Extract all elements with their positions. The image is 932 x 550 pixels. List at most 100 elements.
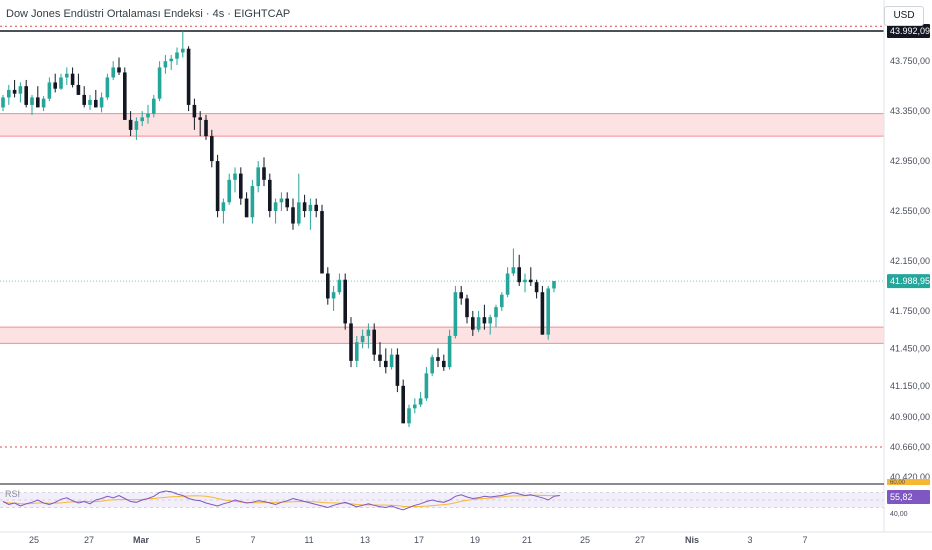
- price-tick-10: 40.420,00: [890, 472, 930, 482]
- candle-5: [30, 94, 34, 115]
- candle-49: [285, 192, 289, 212]
- candle-67: [389, 348, 394, 370]
- candle-88: [511, 248, 516, 276]
- candle-28: [163, 54, 168, 74]
- rsi-label[interactable]: RSI: [5, 489, 20, 499]
- candle-39: [227, 173, 231, 205]
- candle-13: [76, 73, 81, 95]
- candlestick-series: [1, 31, 556, 428]
- price-tick-6: 41.450,00: [890, 343, 930, 353]
- candle-33: [192, 98, 197, 130]
- candle-50: [291, 198, 295, 230]
- candle-38: [221, 198, 226, 224]
- time-tick-7: 17: [414, 535, 424, 545]
- candle-23: [134, 117, 139, 140]
- candle-52: [302, 194, 307, 218]
- candle-71: [413, 398, 417, 414]
- candle-89: [517, 254, 521, 286]
- candle-32: [186, 46, 191, 112]
- price-tick-3: 42.550,00: [890, 206, 930, 216]
- price-tick-4: 42.150,00: [890, 256, 930, 266]
- candle-15: [88, 94, 92, 110]
- candle-19: [111, 61, 115, 80]
- price-levels: [0, 25, 884, 448]
- candle-43: [250, 179, 255, 224]
- candle-61: [355, 335, 359, 368]
- rsi-value-tag: 55,82: [887, 490, 930, 504]
- candle-34: [198, 111, 202, 137]
- svg-text:55,82: 55,82: [890, 492, 913, 502]
- candle-68: [395, 348, 400, 393]
- time-tick-11: 27: [635, 535, 645, 545]
- time-tick-0: 25: [29, 535, 39, 545]
- candle-6: [36, 86, 40, 108]
- price-tick-0: 43.750,00: [890, 56, 930, 66]
- rsi-pane[interactable]: RSI 60,00 55,82 40,00: [0, 479, 930, 518]
- candle-1: [7, 84, 11, 105]
- time-tick-6: 13: [360, 535, 370, 545]
- zone-2: [0, 113, 884, 137]
- candle-92: [534, 279, 539, 299]
- time-tick-12: Nis: [685, 535, 699, 545]
- candle-35: [204, 114, 208, 140]
- candle-27: [157, 61, 162, 102]
- candle-63: [366, 323, 371, 349]
- candle-86: [500, 292, 504, 311]
- candle-94: [546, 285, 550, 340]
- candle-93: [540, 285, 545, 335]
- candle-66: [384, 348, 388, 374]
- candle-26: [152, 94, 156, 118]
- candle-76: [442, 354, 446, 371]
- time-tick-3: 5: [195, 535, 200, 545]
- candle-4: [24, 79, 28, 108]
- time-axis[interactable]: 25 27 Mar 5 7 11 13 17 19 21 25 27 Nis 3 7: [0, 531, 932, 545]
- candle-77: [447, 329, 452, 370]
- zone-3: [0, 327, 884, 344]
- time-tick-2: Mar: [133, 535, 150, 545]
- candle-60: [349, 317, 353, 368]
- rsi-line: [2, 490, 560, 511]
- candle-84: [488, 314, 492, 335]
- price-tick-7: 41.150,00: [890, 381, 930, 391]
- rsi-band: [0, 492, 884, 508]
- candle-80: [465, 294, 469, 324]
- currency-button[interactable]: USD: [884, 6, 924, 26]
- candle-0: [1, 94, 5, 112]
- time-tick-13: 3: [747, 535, 752, 545]
- candle-56: [326, 267, 330, 305]
- candle-36: [210, 129, 214, 168]
- candle-95: [552, 280, 556, 293]
- candle-9: [53, 73, 57, 93]
- rsi-top-tag: 60,00: [887, 479, 930, 486]
- candle-31: [181, 31, 185, 58]
- candle-30: [175, 47, 179, 65]
- time-tick-4: 7: [250, 535, 255, 545]
- price-tick-9: 40.660,00: [890, 442, 930, 452]
- candle-20: [117, 57, 121, 75]
- candle-87: [505, 267, 510, 298]
- candle-91: [529, 267, 533, 286]
- candle-14: [82, 86, 86, 108]
- candle-29: [169, 54, 173, 70]
- candle-18: [105, 73, 110, 100]
- symbol-title[interactable]: Dow Jones Endüstri Ortalaması Endeksi · …: [6, 8, 291, 20]
- price-axis[interactable]: 43.750,00 43.350,00 42.950,00 42.550,00 42.1…: [883, 0, 930, 532]
- candle-48: [279, 192, 284, 212]
- time-tick-9: 21: [522, 535, 532, 545]
- candle-85: [494, 304, 498, 328]
- candle-17: [99, 92, 104, 113]
- time-tick-5: 11: [304, 535, 313, 545]
- price-tick-1: 43.350,00: [890, 106, 930, 116]
- candle-65: [378, 342, 382, 368]
- price-tick-5: 41.750,00: [890, 306, 930, 316]
- candle-12: [70, 67, 75, 88]
- svg-text:41.988,95: 41.988,95: [890, 276, 930, 286]
- candle-7: [41, 96, 46, 112]
- candle-22: [128, 111, 133, 137]
- candle-21: [123, 67, 127, 120]
- candle-78: [453, 285, 458, 339]
- last-price-tag: 41.988,95: [887, 274, 930, 289]
- svg-text:43.992,09: 43.992,09: [890, 26, 930, 36]
- candle-47: [273, 198, 278, 224]
